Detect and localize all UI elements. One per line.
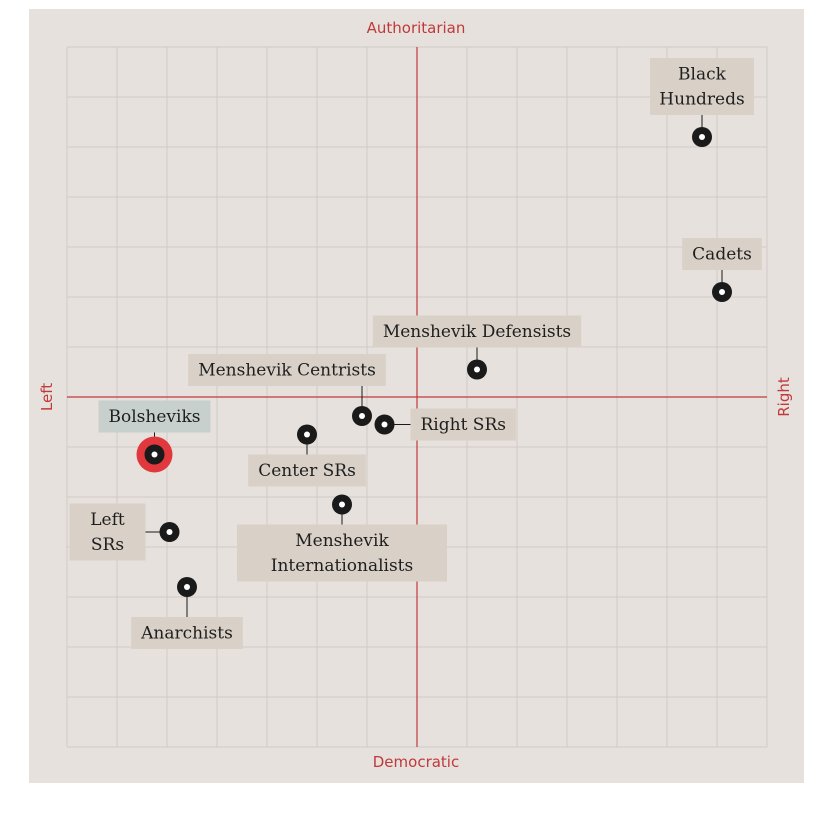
point-center <box>359 413 365 419</box>
point-label: Menshevik Defensists <box>383 322 571 342</box>
data-point: Left SRs <box>69 503 180 561</box>
label-box <box>98 400 211 433</box>
point-label: Right SRs <box>421 415 506 435</box>
data-point: Bolsheviks <box>98 400 211 473</box>
data-point: Menshevik Centrists <box>188 354 386 426</box>
point-label: Black Hundreds <box>659 65 744 110</box>
label-box <box>69 503 146 561</box>
label-box <box>188 354 386 386</box>
label-box <box>131 617 243 649</box>
axis-label-top: Authoritarian <box>367 19 466 37</box>
point-center <box>184 584 190 590</box>
data-point: Center SRs <box>248 424 366 487</box>
label-box <box>682 238 762 270</box>
label-box <box>237 524 447 582</box>
point-center <box>151 451 158 458</box>
point-label: Menshevik Internationalists <box>271 531 414 576</box>
point-label: Cadets <box>692 245 752 265</box>
data-point: Menshevik Internationalists <box>237 494 447 582</box>
point-label: Anarchists <box>140 624 233 644</box>
point-center <box>166 529 173 535</box>
data-point: Black Hundreds <box>650 58 754 147</box>
point-center <box>699 134 705 140</box>
axis-label-left: Left <box>38 383 56 411</box>
axis-label-bottom: Democratic <box>373 753 459 771</box>
data-point: Menshevik Defensists <box>372 315 582 380</box>
axes <box>67 47 767 747</box>
point-label: Left SRs <box>90 510 125 555</box>
label-box <box>372 315 582 348</box>
data-point: Cadets <box>682 238 762 302</box>
data-point: Right SRs <box>374 408 516 441</box>
data-points: Black Hundreds Cadets Menshevik Defensists M… <box>69 58 762 649</box>
point-center <box>381 421 388 428</box>
point-center <box>719 289 725 295</box>
point-label: Menshevik Centrists <box>198 361 376 381</box>
label-box <box>248 454 366 487</box>
point-label: Center SRs <box>258 461 356 481</box>
point-center <box>304 431 310 438</box>
point-label: Bolsheviks <box>109 407 201 427</box>
data-point: Anarchists <box>131 577 243 649</box>
point-center <box>474 366 480 373</box>
label-box <box>650 58 754 115</box>
axis-label-right: Right <box>775 377 793 417</box>
point-center <box>339 501 345 508</box>
label-box <box>410 408 516 441</box>
